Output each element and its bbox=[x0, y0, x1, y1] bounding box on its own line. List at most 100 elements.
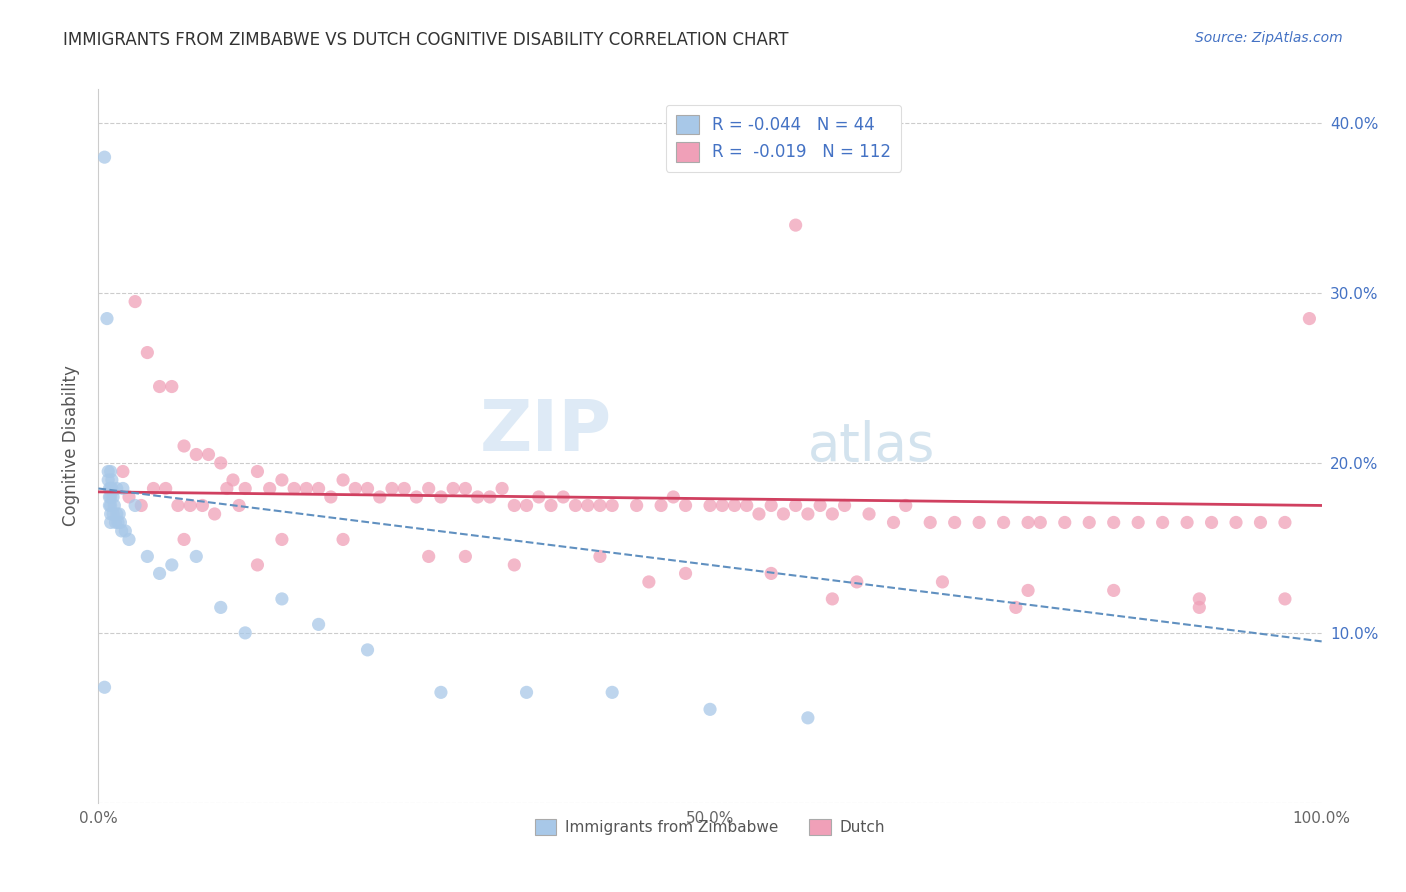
Legend: Immigrants from Zimbabwe, Dutch: Immigrants from Zimbabwe, Dutch bbox=[529, 814, 891, 841]
Point bbox=[454, 482, 477, 496]
Point bbox=[246, 558, 269, 572]
Point bbox=[454, 549, 477, 564]
Point bbox=[894, 499, 917, 513]
Point bbox=[209, 456, 232, 470]
Point bbox=[204, 507, 226, 521]
Point bbox=[104, 516, 127, 530]
Y-axis label: Cognitive Disability: Cognitive Disability bbox=[62, 366, 80, 526]
Point bbox=[270, 533, 294, 547]
Point bbox=[883, 516, 905, 530]
Point bbox=[173, 533, 195, 547]
Point bbox=[1188, 600, 1211, 615]
Point bbox=[967, 516, 990, 530]
Point bbox=[149, 379, 172, 393]
Point bbox=[467, 490, 489, 504]
Point bbox=[478, 490, 501, 504]
Point bbox=[111, 524, 134, 538]
Point bbox=[515, 685, 537, 699]
Point bbox=[96, 311, 118, 326]
Point bbox=[821, 591, 844, 606]
Point bbox=[1102, 516, 1125, 530]
Point bbox=[149, 566, 172, 581]
Point bbox=[515, 499, 537, 513]
Point bbox=[97, 465, 120, 479]
Point bbox=[319, 490, 342, 504]
Point bbox=[650, 499, 672, 513]
Point bbox=[173, 439, 195, 453]
Point bbox=[772, 507, 794, 521]
Point bbox=[101, 507, 124, 521]
Point bbox=[1298, 311, 1320, 326]
Point bbox=[93, 680, 115, 694]
Point bbox=[215, 482, 238, 496]
Point bbox=[108, 507, 131, 521]
Point bbox=[1188, 591, 1211, 606]
Point bbox=[441, 482, 464, 496]
Point bbox=[98, 482, 121, 496]
Point bbox=[1017, 516, 1039, 530]
Text: atlas: atlas bbox=[808, 420, 935, 472]
Point bbox=[191, 499, 214, 513]
Point bbox=[124, 499, 146, 513]
Point bbox=[723, 499, 745, 513]
Point bbox=[118, 533, 141, 547]
Text: ZIP: ZIP bbox=[479, 397, 612, 467]
Point bbox=[356, 482, 378, 496]
Point bbox=[100, 499, 122, 513]
Point bbox=[167, 499, 190, 513]
Point bbox=[797, 711, 820, 725]
Point bbox=[418, 482, 440, 496]
Point bbox=[356, 643, 378, 657]
Point bbox=[105, 507, 128, 521]
Point bbox=[111, 482, 134, 496]
Point bbox=[662, 490, 685, 504]
Point bbox=[98, 499, 121, 513]
Point bbox=[270, 591, 294, 606]
Point bbox=[1175, 516, 1198, 530]
Point bbox=[699, 702, 721, 716]
Point bbox=[160, 558, 183, 572]
Point bbox=[101, 490, 124, 504]
Text: Source: ZipAtlas.com: Source: ZipAtlas.com bbox=[1195, 31, 1343, 45]
Point bbox=[308, 617, 330, 632]
Point bbox=[1017, 583, 1039, 598]
Point bbox=[228, 499, 250, 513]
Point bbox=[1274, 516, 1296, 530]
Point bbox=[1029, 516, 1052, 530]
Point bbox=[111, 465, 134, 479]
Point bbox=[332, 473, 354, 487]
Point bbox=[553, 490, 575, 504]
Point bbox=[821, 507, 844, 521]
Point bbox=[142, 482, 165, 496]
Point bbox=[283, 482, 305, 496]
Point bbox=[105, 482, 128, 496]
Point bbox=[600, 499, 623, 513]
Point bbox=[943, 516, 966, 530]
Point bbox=[845, 574, 868, 589]
Point bbox=[1078, 516, 1101, 530]
Point bbox=[1128, 516, 1150, 530]
Point bbox=[430, 490, 453, 504]
Point bbox=[101, 482, 124, 496]
Point bbox=[233, 482, 256, 496]
Point bbox=[110, 516, 132, 530]
Point bbox=[735, 499, 758, 513]
Point bbox=[295, 482, 318, 496]
Point bbox=[155, 482, 177, 496]
Point bbox=[834, 499, 856, 513]
Point bbox=[503, 558, 526, 572]
Point bbox=[114, 524, 136, 538]
Point bbox=[785, 218, 807, 232]
Point bbox=[136, 345, 159, 359]
Point bbox=[381, 482, 404, 496]
Point bbox=[100, 482, 122, 496]
Point bbox=[1201, 516, 1223, 530]
Point bbox=[430, 685, 453, 699]
Point bbox=[808, 499, 831, 513]
Point bbox=[600, 685, 623, 699]
Point bbox=[637, 574, 661, 589]
Point bbox=[392, 482, 416, 496]
Point bbox=[797, 507, 820, 521]
Point bbox=[107, 516, 129, 530]
Point bbox=[246, 465, 269, 479]
